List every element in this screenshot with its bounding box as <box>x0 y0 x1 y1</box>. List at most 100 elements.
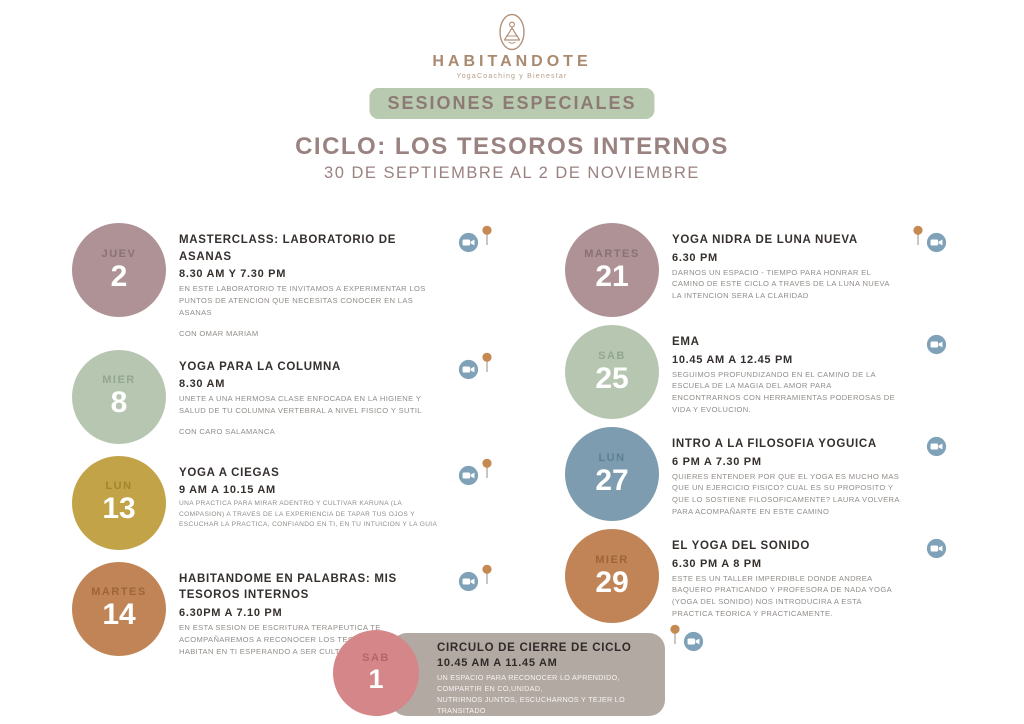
event-day-label: MARTES <box>91 586 147 599</box>
event-time: 10.45 AM A 12.45 PM <box>672 353 793 366</box>
brand-tagline: YogaCoaching y Bienestar <box>456 73 568 80</box>
event-description: SEGUIMOS PROFUNDIZANDO EN EL CAMINO DE L… <box>672 369 895 414</box>
event-title: EMA <box>672 336 700 348</box>
event-day-label: MIER <box>102 374 136 387</box>
event-time: 6 PM A 7.30 PM <box>672 455 762 468</box>
closing-event: CIRCULO DE CIERRE DE CICLO 10.45 AM A 11… <box>333 624 704 720</box>
event-day-label: SAB <box>598 349 626 362</box>
event-day-label: MARTES <box>584 247 640 260</box>
video-camera-icon <box>926 538 947 564</box>
event-date-number: 27 <box>595 463 629 497</box>
event-date-circle: SAB 1 <box>333 630 419 716</box>
video-camera-icon <box>683 631 704 657</box>
event-note: CON OMAR MARIAM <box>179 328 259 338</box>
event-time: 6.30 PM <box>672 251 718 264</box>
event-date-circle: MIER 29 <box>565 529 659 623</box>
event-text: YOGA NIDRA DE LUNA NUEVA 6.30 PM DARNOS … <box>672 223 901 317</box>
event-item: MARTES 21 YOGA NIDRA DE LUNA NUEVA 6.30 … <box>565 223 947 317</box>
event-date-circle: MARTES 21 <box>565 223 659 317</box>
event-title: YOGA NIDRA DE LUNA NUEVA <box>672 234 858 246</box>
event-date-number: 13 <box>102 492 136 526</box>
video-camera-icon <box>926 436 947 462</box>
event-text: EMA 10.45 AM A 12.45 PM SEGUIMOS PROFUND… <box>672 325 901 419</box>
event-icons <box>458 458 493 492</box>
event-day-label: LUN <box>105 480 133 493</box>
event-date-number: 1 <box>368 664 384 695</box>
event-day-label: MIER <box>595 553 629 566</box>
event-item: SAB 25 EMA 10.45 AM A 12.45 PM SEGUIMOS … <box>565 325 947 419</box>
event-description: ESTE ES UN TALLER IMPERDIBLE DONDE ANDRE… <box>672 573 892 618</box>
event-text: INTRO A LA FILOSOFIA YOGUICA 6 PM A 7.30… <box>672 427 901 521</box>
event-date-number: 14 <box>102 598 136 632</box>
event-time: 8.30 AM <box>179 378 226 391</box>
video-camera-icon <box>458 571 479 597</box>
event-icons <box>669 624 704 658</box>
event-text: YOGA A CIEGAS 9 AM A 10.15 AM UNA PRACTI… <box>179 456 447 550</box>
brand-name: HABITANDOTE <box>432 53 592 70</box>
event-item: LUN 13 YOGA A CIEGAS 9 AM A 10.15 AM UNA… <box>72 455 493 550</box>
pin-icon <box>481 564 493 591</box>
event-icons <box>926 334 947 360</box>
event-item: MIER 29 EL YOGA DEL SONIDO 6.30 PM A 8 P… <box>565 529 947 623</box>
pin-icon <box>481 352 493 379</box>
event-date-circle: MIER 8 <box>72 349 166 444</box>
event-text: MASTERCLASS: LABORATORIO DE ASANAS 8.30 … <box>179 223 447 338</box>
event-item: MIER 8 YOGA PARA LA COLUMNA 8.30 AM UNET… <box>72 349 493 444</box>
closing-event-panel: CIRCULO DE CIERRE DE CICLO 10.45 AM A 11… <box>391 633 665 716</box>
event-description: UNETE A UNA HERMOSA CLASE ENFOCADA EN LA… <box>179 394 422 416</box>
event-date-circle: MARTES 14 <box>72 561 166 656</box>
habitandote-logo-icon <box>499 13 525 51</box>
events-column-right: MARTES 21 YOGA NIDRA DE LUNA NUEVA 6.30 … <box>565 223 947 631</box>
event-date-number: 29 <box>595 565 629 599</box>
event-date-number: 2 <box>110 259 128 293</box>
video-camera-icon <box>458 465 479 491</box>
event-day-label: JUEV <box>101 247 137 260</box>
event-title: CIRCULO DE CIERRE DE CICLO <box>437 642 632 654</box>
event-title: YOGA A CIEGAS <box>179 466 280 479</box>
event-time: 10.45 AM A 11.45 AM <box>437 657 558 669</box>
event-date-circle: LUN 13 <box>72 455 166 550</box>
video-camera-icon <box>458 359 479 385</box>
event-description: UNA PRACTICA PARA MIRAR ADENTRO Y CULTIV… <box>179 500 438 528</box>
event-title: INTRO A LA FILOSOFIA YOGUICA <box>672 438 877 450</box>
event-icons <box>458 352 493 386</box>
event-text: YOGA PARA LA COLUMNA 8.30 AM UNETE A UNA… <box>179 350 447 444</box>
event-time: 9 AM A 10.15 AM <box>179 484 276 497</box>
event-text: EL YOGA DEL SONIDO 6.30 PM A 8 PM ESTE E… <box>672 529 901 623</box>
event-day-label: SAB <box>362 652 390 665</box>
brand-header: HABITANDOTE YogaCoaching y Bienestar <box>0 12 1024 80</box>
event-date-circle: JUEV 2 <box>72 223 166 317</box>
pin-icon <box>669 624 681 651</box>
event-item: LUN 27 INTRO A LA FILOSOFIA YOGUICA 6 PM… <box>565 427 947 521</box>
event-title: HABITANDOME EN PALABRAS: MIS TESOROS INT… <box>179 572 397 602</box>
event-icons <box>458 225 493 259</box>
events-column-left: JUEV 2 MASTERCLASS: LABORATORIO DE ASANA… <box>72 223 493 669</box>
event-day-label: LUN <box>598 451 626 464</box>
pin-icon <box>481 225 493 252</box>
event-icons <box>926 538 947 564</box>
pin-icon <box>912 225 924 252</box>
event-item: JUEV 2 MASTERCLASS: LABORATORIO DE ASANA… <box>72 223 493 338</box>
video-camera-icon <box>926 232 947 258</box>
cycle-title: CICLO: LOS TESOROS INTERNOS <box>295 133 729 160</box>
sessions-badge: SESIONES ESPECIALES <box>369 88 655 119</box>
event-time: 6.30PM A 7.10 PM <box>179 606 283 619</box>
event-description: QUIERES ENTENDER POR QUE EL YOGA ES MUCH… <box>672 471 900 516</box>
event-title: EL YOGA DEL SONIDO <box>672 540 811 552</box>
event-icons <box>912 225 947 259</box>
pin-icon <box>481 458 493 485</box>
event-date-circle: LUN 27 <box>565 427 659 521</box>
video-camera-icon <box>926 334 947 360</box>
event-date-number: 21 <box>595 259 629 293</box>
event-time: 8.30 AM Y 7.30 PM <box>179 268 287 281</box>
event-description: DARNOS UN ESPACIO - TIEMPO PARA HONRAR E… <box>672 267 890 301</box>
video-camera-icon <box>458 232 479 258</box>
event-date-number: 8 <box>110 386 128 420</box>
event-date-circle: SAB 25 <box>565 325 659 419</box>
event-title: YOGA PARA LA COLUMNA <box>179 360 342 373</box>
event-icons <box>458 564 493 598</box>
event-description: UN ESPACIO PARA RECONOCER LO APRENDIDO, … <box>437 673 625 716</box>
cycle-dates: 30 DE SEPTIEMBRE AL 2 DE NOVIEMBRE <box>324 164 700 182</box>
event-note: CON CARO SALAMANCA <box>179 426 276 436</box>
